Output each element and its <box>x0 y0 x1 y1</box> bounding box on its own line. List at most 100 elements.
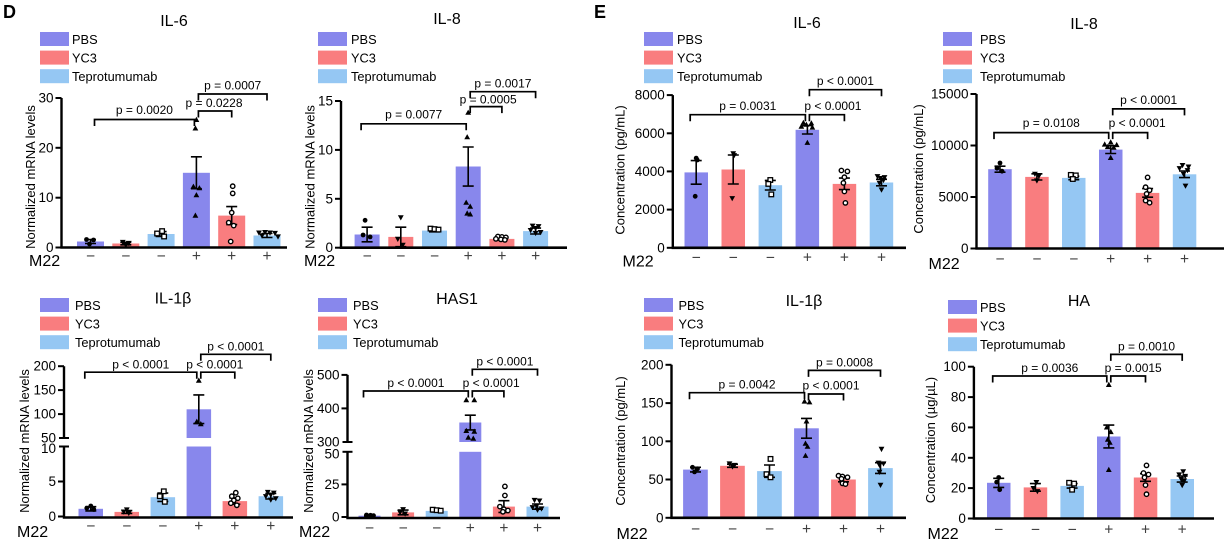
svg-text:Concentration (pg/mL): Concentration (pg/mL) <box>911 104 926 233</box>
svg-text:p = 0.0020: p = 0.0020 <box>116 103 173 117</box>
svg-text:15: 15 <box>318 94 333 109</box>
svg-text:p < 0.0001: p < 0.0001 <box>802 379 859 393</box>
svg-text:Teprotumumab: Teprotumumab <box>72 69 157 84</box>
svg-text:p = 0.0007: p = 0.0007 <box>204 79 261 93</box>
svg-text:p < 0.0001: p < 0.0001 <box>207 340 264 354</box>
svg-text:+: + <box>802 521 811 538</box>
svg-text:100: 100 <box>943 359 966 374</box>
svg-text:Normalized mRNA levels: Normalized mRNA levels <box>303 105 318 249</box>
svg-text:YC3: YC3 <box>679 317 704 332</box>
svg-text:−: − <box>766 249 775 266</box>
svg-text:Concentration (µg/µL): Concentration (µg/µL) <box>923 377 938 503</box>
svg-text:p = 0.0228: p = 0.0228 <box>185 96 242 110</box>
svg-text:100: 100 <box>33 407 56 422</box>
svg-text:p = 0.0108: p = 0.0108 <box>1023 116 1080 130</box>
svg-text:p < 0.0001: p < 0.0001 <box>463 376 520 390</box>
svg-text:M22: M22 <box>928 526 959 543</box>
svg-text:Concentration (pg/mL): Concentration (pg/mL) <box>613 376 628 505</box>
svg-text:IL-1β: IL-1β <box>786 293 823 310</box>
svg-text:Teprotumumab: Teprotumumab <box>980 337 1065 352</box>
svg-text:YC3: YC3 <box>677 51 702 66</box>
svg-text:200: 200 <box>33 359 56 374</box>
svg-text:PBS: PBS <box>351 32 377 47</box>
svg-text:−: − <box>396 248 405 265</box>
svg-text:p = 0.0008: p = 0.0008 <box>816 356 873 370</box>
svg-text:p = 0.0042: p = 0.0042 <box>718 378 775 392</box>
svg-text:+: + <box>803 249 812 266</box>
svg-text:50: 50 <box>324 446 339 461</box>
svg-text:+: + <box>266 518 275 535</box>
svg-text:p < 0.0001: p < 0.0001 <box>112 358 169 372</box>
svg-text:p < 0.0001: p < 0.0001 <box>476 355 533 369</box>
svg-text:+: + <box>531 248 540 265</box>
svg-text:0: 0 <box>48 509 56 524</box>
svg-text:0: 0 <box>961 241 969 256</box>
svg-text:−: − <box>86 518 95 535</box>
svg-text:IL-8: IL-8 <box>1070 16 1098 33</box>
svg-text:+: + <box>1141 521 1150 538</box>
svg-text:−: − <box>122 518 131 535</box>
svg-text:p = 0.0077: p = 0.0077 <box>385 108 442 122</box>
svg-text:M22: M22 <box>299 524 330 541</box>
svg-text:−: − <box>765 521 774 538</box>
svg-text:+: + <box>877 249 886 266</box>
svg-text:5: 5 <box>325 191 333 206</box>
svg-text:500: 500 <box>317 367 340 382</box>
svg-text:+: + <box>1178 521 1187 538</box>
svg-text:−: − <box>365 520 374 537</box>
svg-text:80: 80 <box>951 390 966 405</box>
svg-text:−: − <box>1069 251 1078 268</box>
svg-text:+: + <box>466 520 475 537</box>
svg-text:p = 0.0010: p = 0.0010 <box>1118 340 1175 354</box>
svg-text:5000: 5000 <box>938 190 968 205</box>
svg-text:−: − <box>86 248 95 265</box>
svg-text:4000: 4000 <box>635 164 665 179</box>
svg-text:−: − <box>729 249 738 266</box>
svg-text:40: 40 <box>951 450 966 465</box>
svg-text:15000: 15000 <box>931 87 969 102</box>
svg-text:M22: M22 <box>17 524 48 541</box>
svg-text:−: − <box>1068 521 1077 538</box>
svg-text:−: − <box>363 248 372 265</box>
svg-text:+: + <box>497 248 506 265</box>
svg-text:+: + <box>230 518 239 535</box>
svg-text:p < 0.0001: p < 0.0001 <box>817 74 874 88</box>
svg-text:PBS: PBS <box>679 298 705 313</box>
svg-text:Teprotumumab: Teprotumumab <box>980 69 1065 84</box>
svg-text:−: − <box>692 249 701 266</box>
svg-text:PBS: PBS <box>677 32 703 47</box>
svg-text:M22: M22 <box>617 526 648 543</box>
svg-text:20: 20 <box>951 481 966 496</box>
svg-text:−: − <box>432 520 441 537</box>
svg-text:+: + <box>227 248 236 265</box>
svg-text:2000: 2000 <box>635 202 665 217</box>
svg-text:Normalized mRNA levels: Normalized mRNA levels <box>23 105 38 249</box>
svg-text:8000: 8000 <box>635 88 665 103</box>
svg-text:M22: M22 <box>29 253 60 270</box>
svg-text:Normalized mRNA levels: Normalized mRNA levels <box>301 369 316 513</box>
svg-text:Teprotumumab: Teprotumumab <box>679 335 764 350</box>
svg-text:400: 400 <box>317 401 340 416</box>
svg-text:−: − <box>994 521 1003 538</box>
svg-text:−: − <box>121 248 130 265</box>
svg-text:200: 200 <box>641 357 664 372</box>
svg-text:50: 50 <box>648 472 663 487</box>
svg-text:D: D <box>3 2 16 22</box>
svg-text:25: 25 <box>324 477 339 492</box>
svg-text:M22: M22 <box>304 253 335 270</box>
svg-text:HA: HA <box>1068 293 1091 310</box>
svg-text:+: + <box>1104 521 1113 538</box>
svg-text:−: − <box>728 521 737 538</box>
svg-text:p = 0.0015: p = 0.0015 <box>1105 361 1162 375</box>
svg-text:PBS: PBS <box>75 298 101 313</box>
svg-text:10: 10 <box>318 142 333 157</box>
svg-text:150: 150 <box>641 396 664 411</box>
svg-text:p = 0.0017: p = 0.0017 <box>474 77 531 91</box>
svg-text:60: 60 <box>951 420 966 435</box>
svg-text:p = 0.0036: p = 0.0036 <box>1021 361 1078 375</box>
svg-text:+: + <box>192 248 201 265</box>
svg-text:+: + <box>839 521 848 538</box>
svg-text:+: + <box>876 521 885 538</box>
svg-text:−: − <box>158 518 167 535</box>
svg-text:−: − <box>399 520 408 537</box>
